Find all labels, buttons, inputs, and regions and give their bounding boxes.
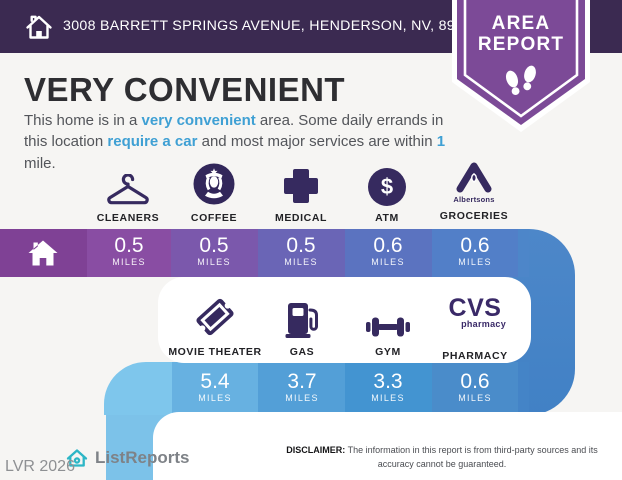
distance-band-1 [0,229,529,277]
distance-value: 5.4 [200,370,230,393]
service-label: PHARMACY [442,350,508,362]
dollar-circle-icon: $ [339,158,435,206]
watermark: LVR 2026 [5,458,75,475]
intro-highlight: very convenient [141,112,256,129]
listreports-wordmark: ListReports [95,448,190,467]
distance-value: 0.6 [460,370,490,393]
distance-value: 3.3 [373,370,403,393]
distance-cell: 3.7 MILES [259,370,345,403]
distance-band-2 [104,362,529,415]
medical-cross-icon [253,158,349,206]
distance-cell: 0.6 MILES [432,234,518,267]
listreports-house-icon [64,446,90,470]
gas-pump-icon [254,292,350,340]
distance-cell: 3.3 MILES [345,370,431,403]
disclaimer: DISCLAIMER: The information in this repo… [277,444,607,472]
disclaimer-text: The information in this report is from t… [345,445,598,469]
distance-value: 0.5 [114,234,144,257]
cvs-wordmark: CVS [448,294,502,322]
dumbbell-icon [340,292,436,340]
distance-value: 0.6 [460,234,490,257]
service-label: CLEANERS [96,212,160,224]
albertsons-wordmark: Albertsons [453,195,495,204]
intro-paragraph: This home is in a very convenient area. … [24,110,466,174]
intro-text: mile. [24,154,56,172]
service-label: ATM [375,212,399,224]
distance-value: 0.6 [373,234,403,257]
listreports-logo: ListReports [64,446,189,470]
distance-unit: MILES [371,257,405,267]
cvs-pharmacy-wordmark: pharmacy [461,319,506,330]
intro-highlight: require a car [107,133,198,151]
footprints-icon [499,57,543,111]
home-icon [23,11,55,43]
distance-unit: MILES [112,257,146,267]
service-label: MEDICAL [274,212,328,224]
distance-cell: 0.5 MILES [258,234,344,267]
distance-cell: 0.6 MILES [432,370,518,403]
cvs-logo-icon: CVS pharmacy [427,292,523,346]
ticket-icon [167,292,263,340]
service-pharmacy: CVS pharmacy PHARMACY [427,292,523,362]
distance-unit: MILES [198,393,232,403]
hanger-icon [80,158,176,206]
distance-value: 0.5 [199,234,229,257]
distance-cell: 5.4 MILES [172,370,258,403]
badge-shape [452,0,590,132]
albertsons-logo-icon: Albertsons [426,158,522,208]
service-coffee: COFFEE [166,158,262,224]
service-label: GYM [375,346,401,358]
distance-unit: MILES [458,257,492,267]
distance-unit: MILES [284,257,318,267]
service-label: MOVIE THEATER [168,346,262,358]
distance-cell: 0.5 MILES [171,234,257,267]
distance-unit: MILES [197,257,231,267]
badge-title-line1: AREA [491,13,551,34]
service-gas: GAS [254,292,350,358]
service-label: GROCERIES [439,210,509,222]
area-report-badge: AREA REPORT [447,0,595,136]
disclaimer-label: DISCLAIMER: [286,445,346,455]
intro-text: This home is in a [24,112,142,129]
distance-cell: 0.5 MILES [86,234,172,267]
service-label: COFFEE [190,212,238,224]
distance-value: 0.5 [286,234,316,257]
home-marker-icon [26,238,60,268]
service-groceries: Albertsons GROCERIES [426,158,522,222]
starbucks-logo-icon [166,158,262,206]
service-label: GAS [289,346,315,358]
dollar-sign: $ [380,174,394,199]
service-movie-theater: MOVIE THEATER [167,292,263,358]
distance-unit: MILES [285,393,319,403]
page-title: VERY CONVENIENT [24,71,346,108]
property-address: 3008 BARRETT SPRINGS AVENUE, HENDERSON, … [63,18,480,34]
service-atm: $ ATM [339,158,435,224]
intro-highlight: 1 [436,133,446,151]
distance-value: 3.7 [287,370,317,393]
service-medical: MEDICAL [253,158,349,224]
intro-text: area. Some daily errands in this locatio… [24,112,444,151]
service-cleaners: CLEANERS [80,158,176,224]
distance-unit: MILES [371,393,405,403]
badge-title-line2: REPORT [477,34,565,55]
distance-cell: 0.6 MILES [345,234,431,267]
distance-unit: MILES [458,393,492,403]
service-gym: GYM [340,292,436,358]
intro-text: and most major services are within [197,133,437,151]
footer-card [153,412,622,480]
